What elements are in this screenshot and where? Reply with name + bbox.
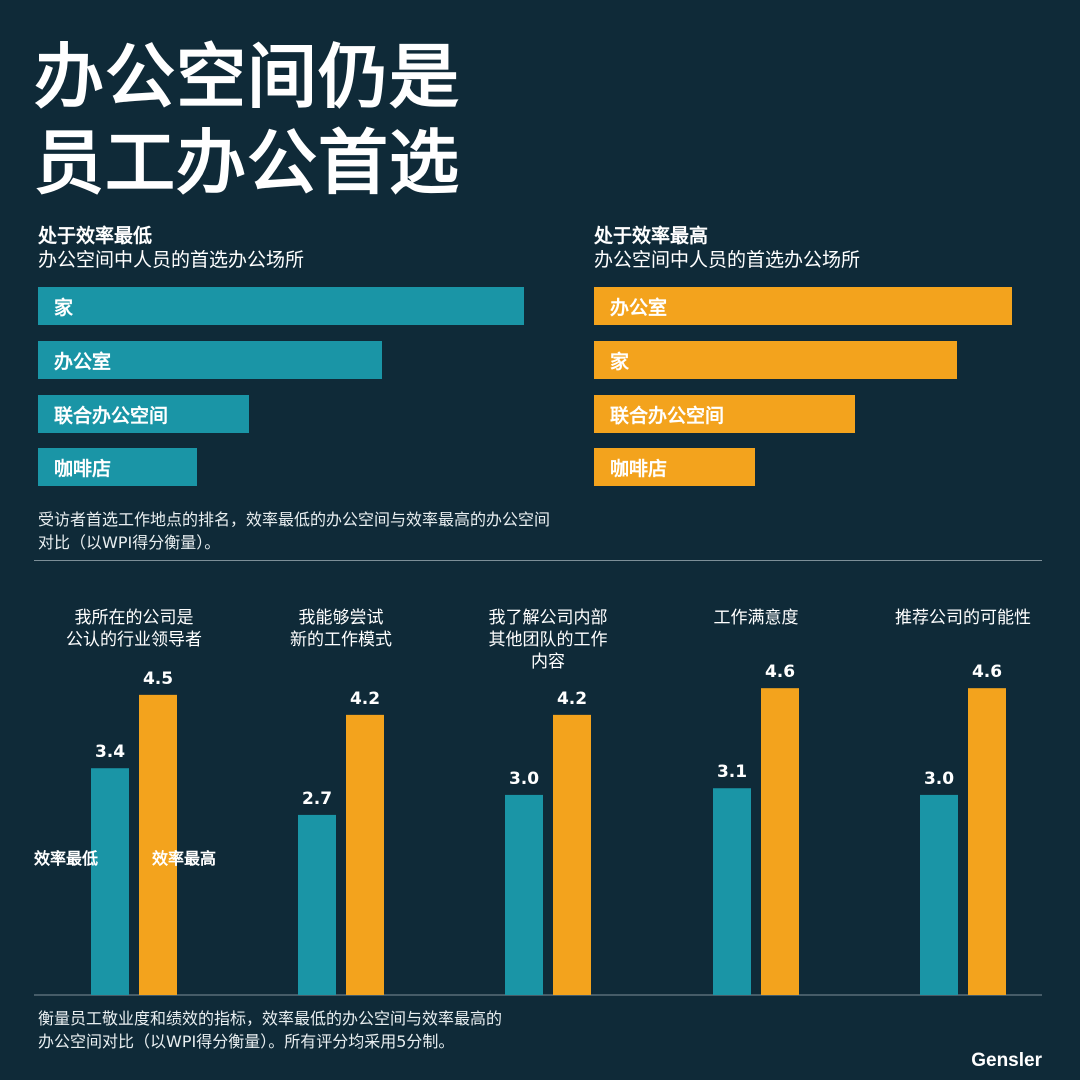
category-label-1-line-2: 公认的行业领导者 xyxy=(66,630,202,650)
high-value-label-1: 4.5 xyxy=(143,669,173,689)
high-rank-bar-2: 家 xyxy=(594,341,957,379)
high-section-heading: 处于效率最高 办公空间中人员的首选办公场所 xyxy=(594,224,860,272)
high-rank-bar-3: 联合办公空间 xyxy=(594,395,855,433)
category-label-3-line-3: 内容 xyxy=(531,652,565,672)
category-label-5: 推荐公司的可能性 xyxy=(895,608,1031,628)
low-value-label-1: 3.4 xyxy=(95,742,125,762)
low-efficiency-bar-4 xyxy=(713,788,751,995)
high-rank-bar-1: 办公室 xyxy=(594,287,1012,325)
low-value-label-5: 3.0 xyxy=(924,769,954,789)
low-rank-bar-1: 家 xyxy=(38,287,524,325)
high-value-label-2: 4.2 xyxy=(350,689,380,709)
category-label-1-line-1: 我所在的公司是 xyxy=(75,608,194,628)
ranking-note: 受访者首选工作地点的排名，效率最低的办公空间与效率最高的办公空间 对比（以WPI… xyxy=(38,508,550,554)
category-label-2-line-2: 新的工作模式 xyxy=(290,630,392,650)
high-value-label-5: 4.6 xyxy=(972,662,1002,682)
gensler-logo: Gensler xyxy=(971,1050,1042,1071)
low-value-label-2: 2.7 xyxy=(302,789,332,809)
low-rank-bar-4: 咖啡店 xyxy=(38,448,197,486)
category-label-3-line-2: 其他团队的工作 xyxy=(489,630,608,650)
section-divider xyxy=(34,560,1042,561)
ranking-note-line-1: 受访者首选工作地点的排名，效率最低的办公空间与效率最高的办公空间 xyxy=(38,510,551,529)
footnote-line-2: 办公空间对比（以WPI得分衡量）。所有评分均采用5分制。 xyxy=(38,1032,455,1051)
footnote-line-1: 衡量员工敬业度和绩效的指标，效率最低的办公空间与效率最高的 xyxy=(38,1009,503,1028)
high-heading-bold: 处于效率最高 xyxy=(594,225,709,247)
low-rank-bar-2: 办公室 xyxy=(38,341,382,379)
high-efficiency-bar-4 xyxy=(761,688,799,995)
category-label-4: 工作满意度 xyxy=(714,608,799,628)
low-heading-sub: 办公空间中人员的首选办公场所 xyxy=(38,249,305,271)
high-efficiency-bar-5 xyxy=(968,688,1006,995)
high-value-label-4: 4.6 xyxy=(765,662,795,682)
high-efficiency-bar-2 xyxy=(346,714,384,995)
low-rank-bar-3: 联合办公空间 xyxy=(38,395,249,433)
low-efficiency-bar-5 xyxy=(920,794,958,995)
low-heading-bold: 处于效率最低 xyxy=(38,225,153,247)
ranking-note-line-2: 对比（以WPI得分衡量）。 xyxy=(38,533,221,552)
low-section-heading: 处于效率最低 办公空间中人员的首选办公场所 xyxy=(38,224,304,272)
low-value-label-4: 3.1 xyxy=(717,762,747,782)
high-rank-bar-4: 咖啡店 xyxy=(594,448,755,486)
category-label-3-line-1: 我了解公司内部 xyxy=(489,608,608,628)
title-line-2: 员工办公首选 xyxy=(34,122,460,204)
low-efficiency-bar-2 xyxy=(298,814,336,995)
legend-high-efficiency: 效率最高 xyxy=(152,849,216,868)
high-value-label-3: 4.2 xyxy=(557,689,587,709)
low-efficiency-bar-1 xyxy=(91,768,129,995)
page-title: 办公空间仍是 员工办公首选 xyxy=(34,34,460,206)
high-efficiency-bar-1 xyxy=(139,694,177,995)
footnote: 衡量员工敬业度和绩效的指标，效率最低的办公空间与效率最高的 办公空间对比（以WP… xyxy=(38,1007,502,1053)
low-value-label-3: 3.0 xyxy=(509,769,539,789)
title-line-1: 办公空间仍是 xyxy=(34,36,460,118)
legend-low-efficiency: 效率最低 xyxy=(34,849,98,868)
high-heading-sub: 办公空间中人员的首选办公场所 xyxy=(594,249,861,271)
category-label-2-line-1: 我能够尝试 xyxy=(299,608,384,628)
high-efficiency-bar-3 xyxy=(553,714,591,995)
low-efficiency-bar-3 xyxy=(505,794,543,995)
